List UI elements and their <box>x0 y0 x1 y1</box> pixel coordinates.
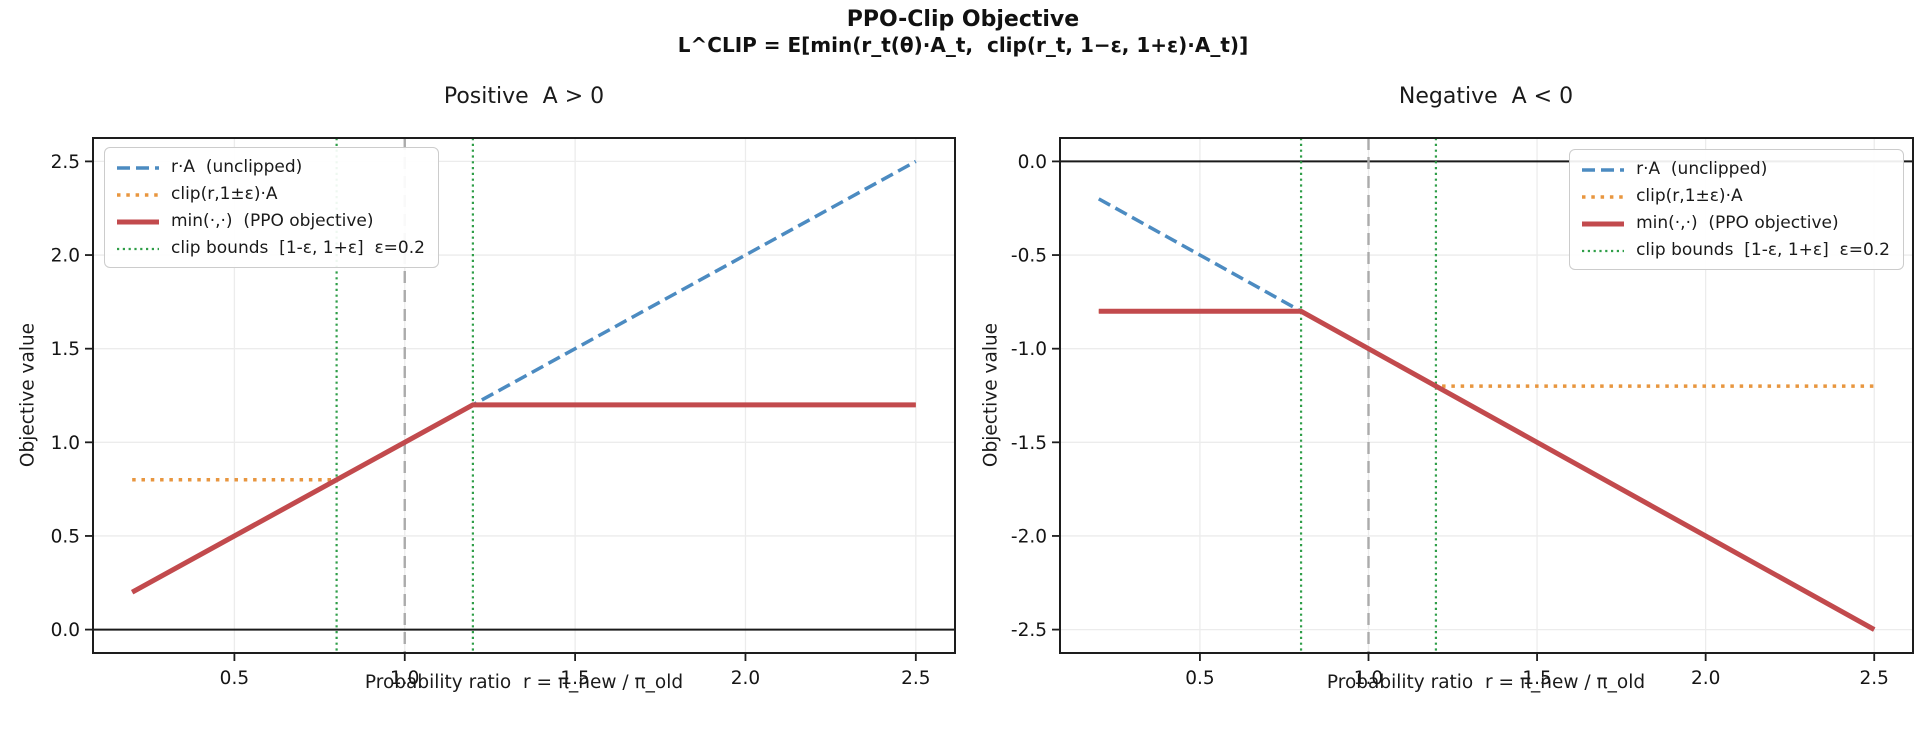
x-tick-label: 0.5 <box>220 668 249 689</box>
axes-frame <box>92 137 956 654</box>
legend-item: clip(r,1±ε)·A <box>1581 186 1890 206</box>
series-ppo <box>130 402 916 595</box>
legend-item: min(·,·) (PPO objective) <box>1581 213 1890 233</box>
legend-swatch-clip-bounds <box>1581 243 1625 257</box>
panel-title-negative: Negative A < 0 <box>1398 84 1574 109</box>
legend-label: clip bounds [1-ε, 1+ε] ε=0.2 <box>171 238 425 258</box>
x-tick-label: 0.5 <box>1185 668 1214 689</box>
x-tick-label: 1.0 <box>1354 668 1383 689</box>
y-tick-label: 1.5 <box>51 339 80 360</box>
legend-swatch-unclipped <box>116 160 160 174</box>
panel-title-positive: Positive A > 0 <box>443 84 605 109</box>
legend-label: r·A (unclipped) <box>171 157 303 177</box>
legend-swatch-line <box>1582 195 1625 199</box>
x-tick-label: 2.5 <box>1860 668 1889 689</box>
legend-negative: r·A (unclipped) clip(r,1±ε)·A min(·,·) (… <box>1569 149 1904 270</box>
y-tick-label: 0.0 <box>1018 152 1047 173</box>
legend-swatch-ppo <box>116 214 160 228</box>
y-tick-label: 1.0 <box>51 433 80 454</box>
legend-swatch-line <box>117 219 159 225</box>
legend-item: clip(r,1±ε)·A <box>116 184 425 204</box>
x-axis-label-right: Probability ratio r = π_new / π_old <box>1326 672 1646 693</box>
x-tick-label: 1.5 <box>1522 668 1551 689</box>
legend-label: clip(r,1±ε)·A <box>1636 186 1743 206</box>
legend-label: min(·,·) (PPO objective) <box>171 211 374 231</box>
figure-formula: L^CLIP = E[min(r_t(θ)·A_t, clip(r_t, 1−ε… <box>677 33 1249 57</box>
legend-item: clip bounds [1-ε, 1+ε] ε=0.2 <box>1581 240 1890 260</box>
axes-frame <box>1059 137 1914 654</box>
y-tick-label: -0.5 <box>1011 246 1047 267</box>
legend-label: clip(r,1±ε)·A <box>171 184 278 204</box>
y-tick-label: -1.0 <box>1011 339 1047 360</box>
y-axis-label-right: Objective value <box>980 322 1002 468</box>
legend-swatch-clipped <box>116 187 160 201</box>
y-tick-label: 2.0 <box>51 246 80 267</box>
legend-label: r·A (unclipped) <box>1636 159 1768 179</box>
legend-swatch-line <box>1582 168 1625 172</box>
y-tick-label: 0.5 <box>51 526 80 547</box>
legend-swatch-line <box>1582 249 1625 253</box>
legend-swatch-ppo <box>1581 216 1625 230</box>
legend-swatch-clip-bounds <box>116 241 160 255</box>
y-tick-label: -2.0 <box>1011 526 1047 547</box>
figure-title: PPO-Clip Objective <box>846 7 1080 32</box>
legend-item: min(·,·) (PPO objective) <box>116 211 425 231</box>
legend-positive: r·A (unclipped) clip(r,1±ε)·A min(·,·) (… <box>104 147 439 268</box>
y-axis-label-left: Objective value <box>17 322 39 468</box>
legend-item: r·A (unclipped) <box>116 157 425 177</box>
legend-swatch-unclipped <box>1581 162 1625 176</box>
x-tick-label: 2.0 <box>1691 668 1720 689</box>
series-unclipped <box>131 159 917 594</box>
legend-swatch-line <box>117 193 159 197</box>
legend-item: clip bounds [1-ε, 1+ε] ε=0.2 <box>116 238 425 258</box>
legend-swatch-clipped <box>1581 189 1625 203</box>
x-tick-label: 2.0 <box>731 668 760 689</box>
legend-item: r·A (unclipped) <box>1581 159 1890 179</box>
x-tick-label: 1.0 <box>390 668 419 689</box>
x-tick-label: 1.5 <box>560 668 589 689</box>
y-tick-label: 2.5 <box>51 152 80 173</box>
x-tick-label: 2.5 <box>901 668 930 689</box>
y-tick-label: -2.5 <box>1011 620 1047 641</box>
y-tick-label: -1.5 <box>1011 433 1047 454</box>
legend-swatch-line <box>117 247 159 251</box>
x-axis-label-left: Probability ratio r = π_new / π_old <box>364 672 684 693</box>
series-ppo <box>1098 308 1876 632</box>
y-tick-label: 0.0 <box>51 620 80 641</box>
legend-swatch-line <box>1582 221 1625 227</box>
legend-swatch-line <box>117 166 159 170</box>
legend-label: clip bounds [1-ε, 1+ε] ε=0.2 <box>1636 240 1890 260</box>
legend-label: min(·,·) (PPO objective) <box>1636 213 1839 233</box>
